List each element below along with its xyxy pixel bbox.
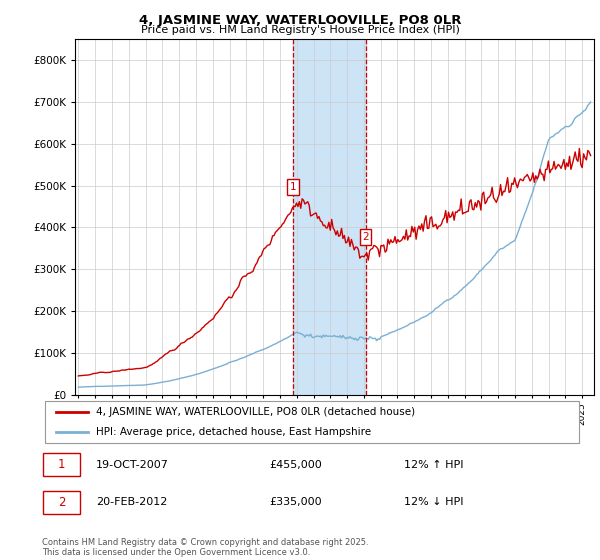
Text: HPI: Average price, detached house, East Hampshire: HPI: Average price, detached house, East… xyxy=(96,427,371,437)
Text: 4, JASMINE WAY, WATERLOOVILLE, PO8 0LR: 4, JASMINE WAY, WATERLOOVILLE, PO8 0LR xyxy=(139,14,461,27)
Text: 2: 2 xyxy=(58,496,65,509)
Text: Contains HM Land Registry data © Crown copyright and database right 2025.
This d: Contains HM Land Registry data © Crown c… xyxy=(42,538,368,557)
FancyBboxPatch shape xyxy=(43,453,80,476)
Text: £335,000: £335,000 xyxy=(269,497,322,507)
Text: 19-OCT-2007: 19-OCT-2007 xyxy=(96,460,169,470)
Text: 20-FEB-2012: 20-FEB-2012 xyxy=(96,497,167,507)
Text: Price paid vs. HM Land Registry's House Price Index (HPI): Price paid vs. HM Land Registry's House … xyxy=(140,25,460,35)
FancyBboxPatch shape xyxy=(43,491,80,514)
Text: 12% ↑ HPI: 12% ↑ HPI xyxy=(404,460,463,470)
Text: 12% ↓ HPI: 12% ↓ HPI xyxy=(404,497,463,507)
FancyBboxPatch shape xyxy=(45,401,580,444)
Text: 1: 1 xyxy=(58,458,65,471)
Text: 1: 1 xyxy=(290,182,296,192)
Text: £455,000: £455,000 xyxy=(269,460,322,470)
Bar xyxy=(293,39,365,395)
Text: 4, JASMINE WAY, WATERLOOVILLE, PO8 0LR (detached house): 4, JASMINE WAY, WATERLOOVILLE, PO8 0LR (… xyxy=(96,407,415,417)
Text: 2: 2 xyxy=(362,232,369,242)
